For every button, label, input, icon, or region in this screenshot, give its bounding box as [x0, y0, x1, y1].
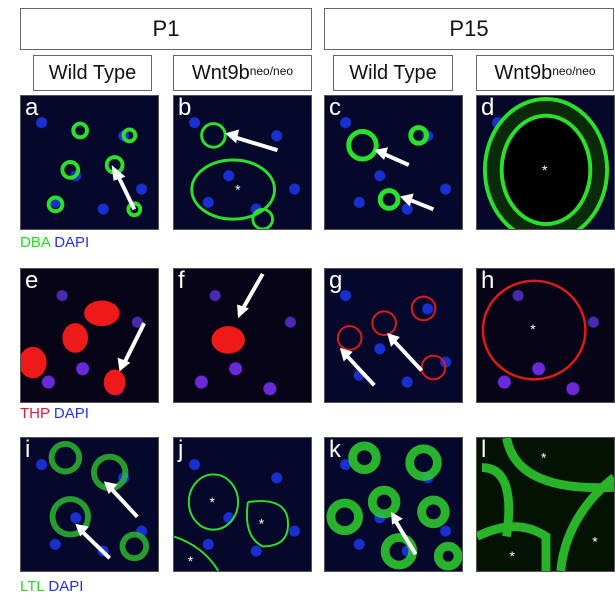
- column-label-mutant-p15: Wnt9b neo/neo: [476, 55, 614, 91]
- panel-l: * * * l: [476, 437, 615, 572]
- panel-h: * h: [476, 268, 615, 403]
- stain-label-row1: DBA DAPI: [20, 234, 89, 251]
- lumen-asterisk: *: [592, 534, 598, 549]
- panel-letter: i: [25, 437, 31, 463]
- panel-letter: d: [481, 95, 495, 121]
- lumen-asterisk: *: [541, 451, 547, 466]
- panel-g: g: [324, 268, 463, 403]
- lumen-asterisk: *: [530, 322, 536, 337]
- stain-name: LTL: [20, 578, 45, 595]
- panel-f: f: [173, 268, 312, 403]
- column-label: Wild Type: [48, 61, 137, 84]
- panel-letter: f: [178, 268, 185, 294]
- panel-letter: c: [329, 95, 341, 121]
- lumen-asterisk: *: [510, 549, 516, 564]
- column-label-wt-p15: Wild Type: [333, 55, 453, 91]
- panel-letter: g: [329, 268, 343, 294]
- panel-i: i: [20, 437, 159, 572]
- column-label: Wild Type: [349, 61, 437, 84]
- panel-letter: k: [329, 437, 341, 463]
- header-p15: P15: [324, 8, 614, 50]
- panel-d: * d: [476, 95, 615, 230]
- stain-name: THP: [20, 405, 50, 422]
- stain-label-row2: THP DAPI: [20, 405, 89, 422]
- column-label: Wnt9b: [494, 61, 553, 84]
- lumen-asterisk: *: [209, 495, 215, 510]
- panel-e: e: [20, 268, 159, 403]
- genotype-superscript: neo/neo: [552, 64, 596, 78]
- header-p1: P1: [20, 8, 312, 50]
- column-label: Wnt9b: [191, 61, 250, 84]
- panel-j: * * * j: [173, 437, 312, 572]
- header-label: P1: [152, 16, 180, 41]
- panel-letter: h: [481, 268, 495, 294]
- column-label-mutant-p1: Wnt9b neo/neo: [173, 55, 312, 91]
- stain-label-row3: LTL DAPI: [20, 578, 83, 595]
- counterstain-name: DAPI: [48, 578, 84, 595]
- panel-letter: b: [178, 95, 192, 121]
- counterstain-name: DAPI: [53, 405, 89, 422]
- stain-name: DBA: [20, 234, 51, 251]
- panel-a: a: [20, 95, 159, 230]
- panel-letter: e: [25, 268, 39, 294]
- genotype-superscript: neo/neo: [249, 64, 294, 78]
- lumen-asterisk: *: [188, 554, 194, 569]
- panel-letter: l: [481, 437, 487, 463]
- header-label: P15: [449, 16, 489, 41]
- lumen-asterisk: *: [235, 183, 241, 198]
- panel-letter: a: [25, 95, 39, 121]
- panel-c: c: [324, 95, 463, 230]
- column-label-wt-p1: Wild Type: [33, 55, 152, 91]
- panel-letter: j: [178, 437, 184, 463]
- lumen-asterisk: *: [259, 517, 265, 532]
- counterstain-name: DAPI: [54, 234, 90, 251]
- panel-b: * b: [173, 95, 312, 230]
- lumen-asterisk: *: [542, 163, 548, 178]
- panel-k: k: [324, 437, 463, 572]
